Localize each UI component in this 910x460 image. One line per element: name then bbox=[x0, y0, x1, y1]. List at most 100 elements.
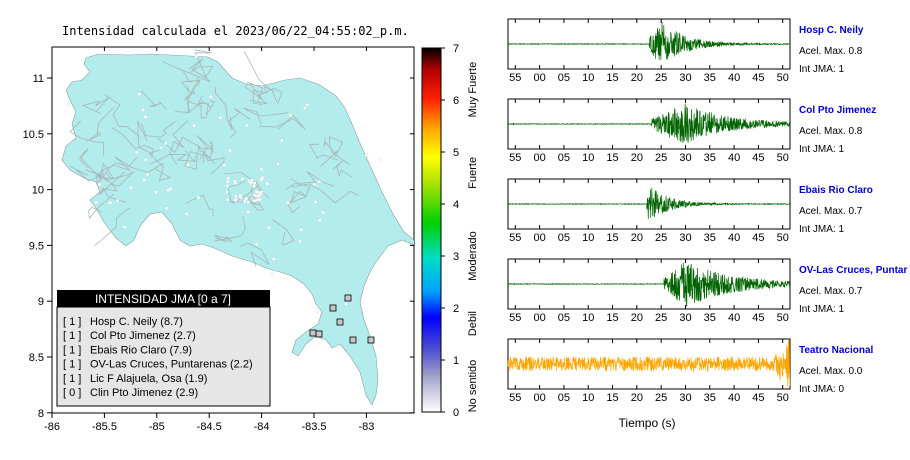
road-line bbox=[291, 183, 359, 204]
settlement-dot bbox=[252, 199, 257, 203]
road-line bbox=[112, 156, 138, 171]
settlement-dot bbox=[238, 193, 242, 198]
settlement-dot bbox=[184, 212, 189, 216]
settlement-dot bbox=[115, 198, 120, 203]
legend-row-station: Hosp C. Neily (8.7) bbox=[90, 316, 183, 328]
waveform-trace bbox=[507, 21, 791, 61]
map-x-tick-label: -85 bbox=[149, 421, 165, 433]
station-accel: Acel. Max. 0.7 bbox=[799, 286, 863, 297]
colorbar-gradient bbox=[421, 47, 442, 413]
settlement-dot bbox=[246, 200, 251, 205]
legend-row-station: Ebais Rio Claro (7.9) bbox=[90, 344, 192, 356]
settlement-dot bbox=[228, 148, 232, 153]
settlement-dot bbox=[234, 194, 238, 199]
settlement-dot bbox=[279, 138, 284, 143]
settlement-dot bbox=[225, 190, 229, 194]
settlement-dot bbox=[313, 200, 318, 204]
settlement-dot bbox=[225, 197, 230, 202]
settlement-dot bbox=[226, 176, 230, 180]
road-line bbox=[84, 162, 115, 179]
settlement-dot bbox=[154, 190, 159, 195]
legend-title: INTENSIDAD JMA [0 a 7] bbox=[95, 292, 231, 306]
waveform-x-tick-label: 15 bbox=[606, 312, 618, 324]
settlement-dot bbox=[364, 153, 369, 157]
road-line bbox=[247, 180, 265, 211]
settlement-dot bbox=[276, 162, 280, 166]
settlement-dot bbox=[299, 227, 303, 232]
station-name: Col Pto Jimenez bbox=[799, 105, 876, 116]
waveform-x-tick-label: 40 bbox=[728, 392, 740, 404]
colorbar-band-labels: No sentido Debil Moderado Fuerte Muy Fuerte bbox=[467, 62, 479, 413]
waveform-x-tick-label: 05 bbox=[558, 72, 570, 84]
settlement-dot bbox=[122, 225, 127, 229]
settlement-dot bbox=[142, 178, 147, 183]
waveform-panel: 55 00 05 10 15 20 25 30 35 40 45 50 Teatro Nacional A… bbox=[507, 338, 873, 404]
road-line bbox=[104, 94, 140, 138]
waveform-x-tick-label: 30 bbox=[679, 152, 691, 164]
settlement-dot bbox=[378, 157, 382, 162]
waveform-x-tick-label: 45 bbox=[752, 152, 764, 164]
station-marker bbox=[315, 330, 323, 338]
settlement-dot bbox=[94, 200, 98, 205]
station-intensity: Int JMA: 1 bbox=[799, 224, 844, 235]
colorbar-band-label: Moderado bbox=[467, 231, 479, 281]
waveform-x-tick-label: 35 bbox=[704, 392, 716, 404]
waveform-x-tick-label: 40 bbox=[728, 152, 740, 164]
road-line bbox=[88, 193, 115, 220]
settlement-dot bbox=[145, 172, 150, 177]
legend-row-level: [ 1 ] bbox=[63, 359, 81, 371]
road-line bbox=[249, 87, 283, 105]
road-line bbox=[81, 97, 110, 114]
colorbar-tick-label: 0 bbox=[453, 407, 459, 419]
waveform-x-tick-label: 25 bbox=[655, 72, 667, 84]
settlement-dot bbox=[344, 302, 348, 306]
settlement-dot bbox=[252, 184, 256, 188]
waveform-x-tick-label: 25 bbox=[655, 152, 667, 164]
map-y-tick-label: 10.5 bbox=[23, 129, 44, 141]
waveform-x-tick-label: 20 bbox=[631, 152, 643, 164]
map-x-tick-label: -85.5 bbox=[92, 421, 117, 433]
settlement-dot bbox=[312, 182, 317, 187]
waveform-x-tick-label: 15 bbox=[606, 392, 618, 404]
road-line bbox=[214, 235, 233, 244]
station-marker bbox=[336, 318, 344, 326]
waveform-x-tick-label: 05 bbox=[558, 312, 570, 324]
waveform-x-tick-label: 00 bbox=[533, 392, 545, 404]
settlement-dot bbox=[137, 92, 142, 96]
road-line bbox=[149, 153, 196, 165]
settlement-dot bbox=[246, 210, 251, 214]
station-marker bbox=[367, 336, 375, 344]
settlement-dot bbox=[249, 180, 253, 185]
settlement-dot bbox=[259, 177, 264, 182]
settlement-dot bbox=[209, 95, 213, 99]
legend-title-bar bbox=[57, 290, 270, 307]
settlement-dot bbox=[194, 54, 198, 59]
road-line bbox=[272, 219, 295, 246]
waveform-trace bbox=[507, 187, 790, 219]
settlement-dot bbox=[222, 163, 226, 167]
waveform-panel: 55 00 05 10 15 20 25 30 35 40 45 50 OV-Las Cruces, P… bbox=[507, 258, 907, 324]
road-line bbox=[78, 148, 109, 182]
settlement-dot bbox=[317, 179, 322, 184]
waveform-x-tick-label: 15 bbox=[606, 72, 618, 84]
station-name: Ebais Rio Claro bbox=[799, 185, 873, 196]
settlement-dot bbox=[252, 181, 257, 185]
road-line bbox=[227, 107, 251, 138]
station-accel: Acel. Max. 0.8 bbox=[799, 46, 863, 57]
waveform-x-tick-label: 50 bbox=[777, 312, 789, 324]
settlement-dot bbox=[259, 190, 264, 194]
station-accel: Acel. Max. 0.8 bbox=[799, 126, 863, 137]
road-line bbox=[332, 160, 353, 178]
road-line bbox=[100, 162, 164, 183]
intensity-legend: INTENSIDAD JMA [0 a 7] [ 1 ] Hosp C. Neil… bbox=[56, 290, 271, 407]
waveform-x-tick-label: 50 bbox=[777, 232, 789, 244]
map-y-tick-label: 8 bbox=[38, 408, 44, 420]
station-intensity: Int JMA: 1 bbox=[799, 144, 844, 155]
waveform-panels: 55 00 05 10 15 20 25 30 35 40 45 50 Hosp C. Neily Ace… bbox=[507, 18, 907, 404]
settlement-dot bbox=[225, 179, 230, 184]
settlement-dot bbox=[255, 197, 260, 202]
road-line bbox=[286, 183, 311, 204]
road-line bbox=[215, 86, 233, 130]
road-line bbox=[111, 127, 154, 158]
waveform-x-tick-label: 45 bbox=[752, 232, 764, 244]
